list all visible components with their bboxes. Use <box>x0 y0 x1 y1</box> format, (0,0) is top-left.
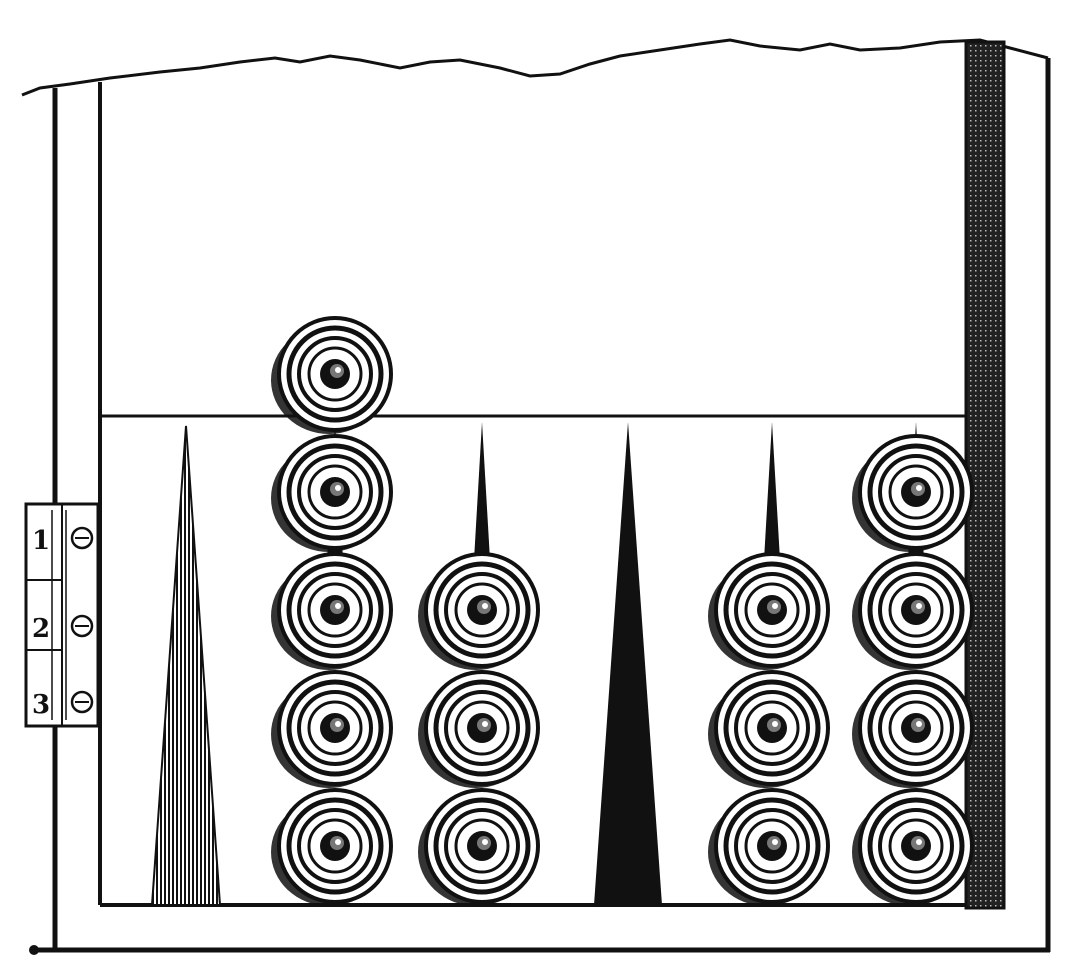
checker <box>271 434 393 552</box>
checker <box>852 434 974 552</box>
hinge-mark: 3 <box>32 690 50 720</box>
checker <box>708 788 830 906</box>
checker <box>271 552 393 670</box>
checker <box>271 316 393 434</box>
point-4-solid <box>594 422 662 905</box>
hinge-screws <box>70 526 94 714</box>
right-hatched-rail <box>964 40 1006 910</box>
checkers <box>271 316 974 906</box>
checker <box>852 670 974 788</box>
hinge-marks: 1 2 3 <box>32 526 50 720</box>
point-1-hatched <box>150 425 222 906</box>
hinge <box>24 502 100 728</box>
checker <box>418 788 540 906</box>
checker <box>418 552 540 670</box>
checker <box>418 670 540 788</box>
hinge-mark: 1 <box>32 526 50 556</box>
torn-top-edge <box>21 38 1049 97</box>
checker <box>271 788 393 906</box>
checker <box>271 670 393 788</box>
frame-corner-peg <box>29 945 39 955</box>
point-5-thin <box>764 422 780 560</box>
hinge-mark: 2 <box>32 614 50 644</box>
point-3-thin <box>474 422 490 560</box>
checker <box>852 552 974 670</box>
checker <box>852 788 974 906</box>
checker <box>708 552 830 670</box>
checker <box>708 670 830 788</box>
